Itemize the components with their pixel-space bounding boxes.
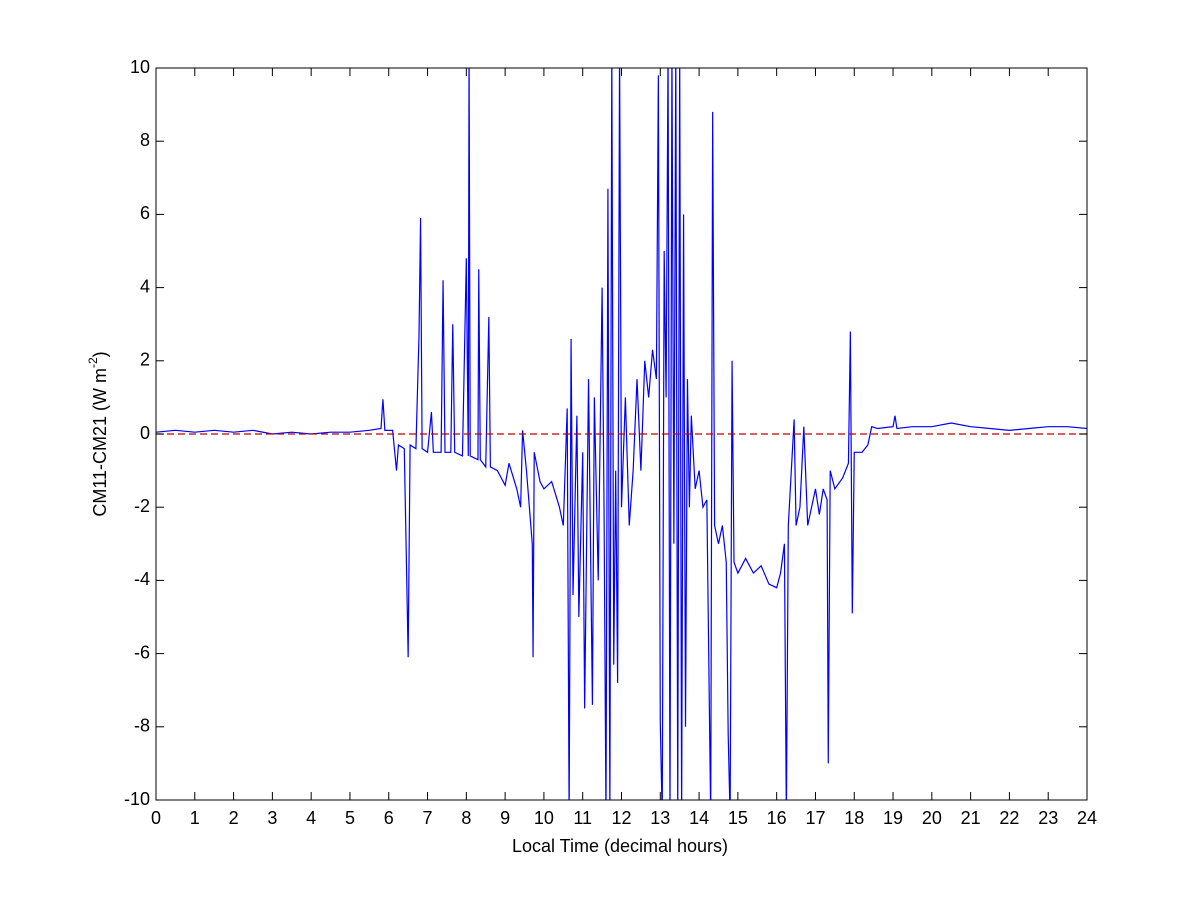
x-tick-label: 8 (461, 808, 471, 828)
x-tick-label: 13 (650, 808, 670, 828)
y-tick-label: -10 (124, 789, 150, 809)
x-tick-label: 23 (1038, 808, 1058, 828)
y-tick-label: -6 (134, 642, 150, 662)
y-tick-label: 2 (140, 350, 150, 370)
x-tick-label: 22 (999, 808, 1019, 828)
y-tick-label: -2 (134, 496, 150, 516)
x-tick-label: 9 (500, 808, 510, 828)
x-tick-label: 19 (883, 808, 903, 828)
x-axis-label: Local Time (decimal hours) (512, 836, 728, 856)
y-tick-label: 6 (140, 203, 150, 223)
x-tick-label: 2 (229, 808, 239, 828)
x-tick-label: 6 (384, 808, 394, 828)
x-tick-label: 15 (728, 808, 748, 828)
x-tick-label: 0 (151, 808, 161, 828)
x-tick-label: 14 (689, 808, 709, 828)
y-tick-label: 4 (140, 276, 150, 296)
x-tick-label: 3 (267, 808, 277, 828)
y-axis-label: CM11-CM21 (W m-2) (86, 351, 110, 516)
x-tick-label: 7 (423, 808, 433, 828)
y-tick-label: -4 (134, 569, 150, 589)
x-tick-label: 11 (573, 808, 592, 828)
x-tick-label: 18 (844, 808, 864, 828)
x-tick-label: 4 (306, 808, 316, 828)
x-tick-label: 17 (805, 808, 825, 828)
y-tick-label: 8 (140, 130, 150, 150)
x-tick-label: 10 (534, 808, 554, 828)
x-tick-label: 20 (922, 808, 942, 828)
y-label-sup: -2 (86, 357, 100, 368)
y-tick-label: 0 (140, 423, 150, 443)
data-line (156, 68, 1087, 800)
y-label-suffix: ) (90, 351, 110, 357)
x-tick-label: 16 (767, 808, 787, 828)
x-tick-label: 24 (1077, 808, 1097, 828)
y-tick-label: 10 (130, 57, 150, 77)
x-tick-label: 12 (611, 808, 631, 828)
x-tick-label: 21 (961, 808, 981, 828)
x-tick-label: 5 (345, 808, 355, 828)
x-tick-label: 1 (190, 808, 200, 828)
y-label-text: CM11-CM21 (W m (90, 368, 110, 517)
y-tick-label: -8 (134, 716, 150, 736)
